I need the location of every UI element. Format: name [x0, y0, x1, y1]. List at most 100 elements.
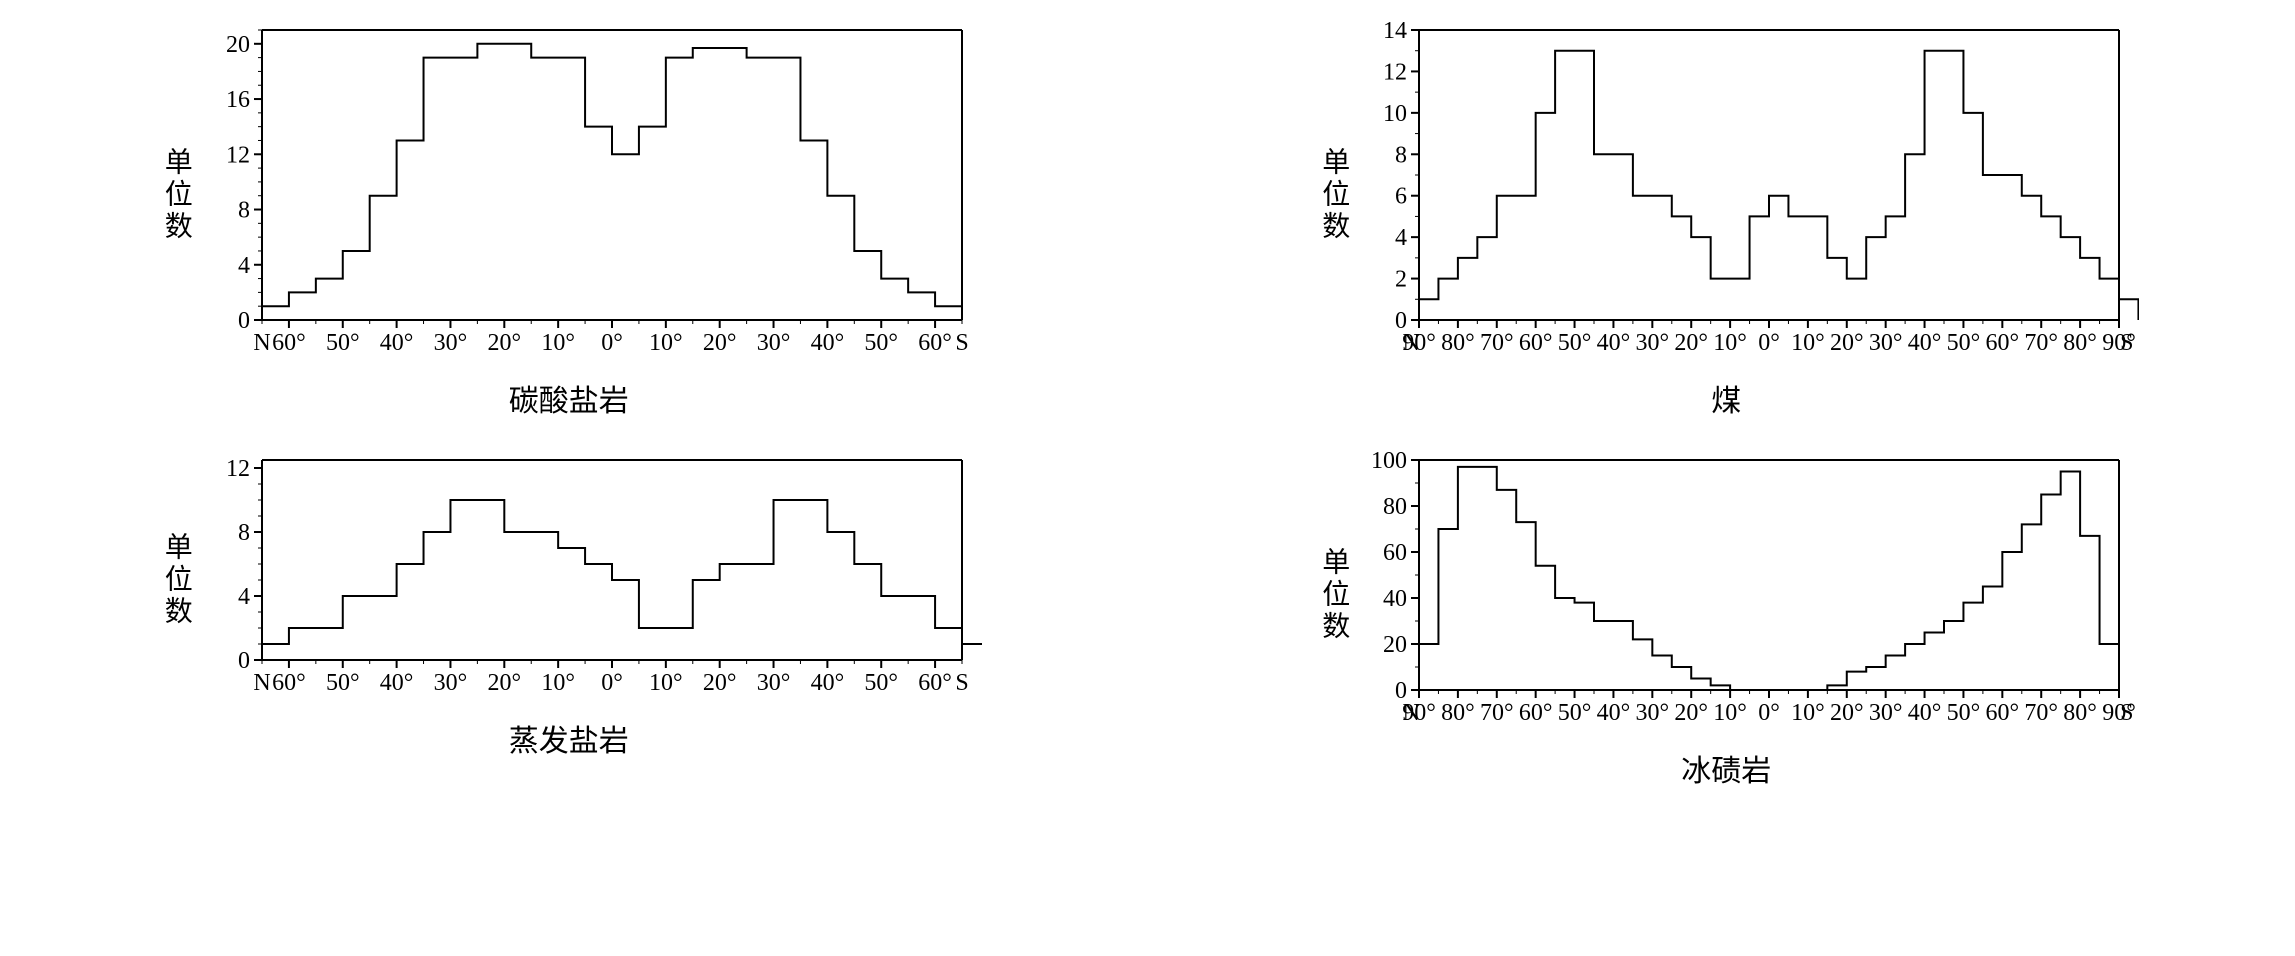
svg-text:80°: 80°	[1441, 700, 1475, 726]
svg-text:30°: 30°	[433, 670, 467, 696]
svg-text:2: 2	[1395, 267, 1407, 293]
svg-text:30°: 30°	[1636, 330, 1670, 356]
chart-title: 碳酸盐岩	[509, 376, 629, 420]
svg-text:30°: 30°	[1636, 700, 1670, 726]
svg-text:10°: 10°	[1714, 700, 1748, 726]
svg-text:60°: 60°	[1986, 700, 2020, 726]
svg-text:10°: 10°	[1791, 330, 1825, 356]
chart-area: 单位数 02468101214N90°80°70°60°50°40°30°20°…	[1313, 20, 2139, 370]
svg-text:70°: 70°	[1480, 700, 1514, 726]
svg-text:S: S	[2120, 330, 2133, 356]
svg-text:50°: 50°	[1558, 700, 1592, 726]
svg-text:10°: 10°	[1714, 330, 1748, 356]
svg-text:12: 12	[1383, 59, 1407, 85]
chart-area: 单位数 020406080100N90°80°70°60°50°40°30°20…	[1313, 450, 2139, 740]
chart-title: 冰碛岩	[1681, 746, 1771, 790]
y-axis-label: 单位数	[1313, 547, 1353, 643]
svg-text:50°: 50°	[326, 670, 360, 696]
chart-title: 煤	[1711, 376, 1741, 420]
svg-text:70°: 70°	[1480, 330, 1514, 356]
svg-text:20°: 20°	[1830, 330, 1864, 356]
svg-text:50°: 50°	[1558, 330, 1592, 356]
svg-text:60°: 60°	[272, 330, 306, 356]
svg-text:80: 80	[1383, 494, 1407, 520]
chart-area: 单位数 048121620N60°50°40°30°20°10°0°10°20°…	[156, 20, 982, 370]
svg-text:0°: 0°	[1758, 330, 1780, 356]
plot-evaporite: 04812N60°50°40°30°20°10°0°10°20°30°40°50…	[202, 450, 982, 710]
svg-text:20°: 20°	[1675, 700, 1709, 726]
plot-carbonate: 048121620N60°50°40°30°20°10°0°10°20°30°4…	[202, 20, 982, 370]
svg-text:20°: 20°	[1675, 330, 1709, 356]
svg-text:30°: 30°	[756, 330, 790, 356]
svg-text:40°: 40°	[1597, 330, 1631, 356]
svg-text:20°: 20°	[703, 330, 737, 356]
y-axis-label: 单位数	[1313, 147, 1353, 243]
svg-text:70°: 70°	[2025, 330, 2059, 356]
svg-text:70°: 70°	[2025, 700, 2059, 726]
svg-text:S: S	[955, 670, 968, 696]
svg-text:4: 4	[238, 253, 250, 279]
svg-text:S: S	[955, 330, 968, 356]
y-axis-label: 单位数	[156, 147, 196, 243]
chart-evaporite: 单位数 04812N60°50°40°30°20°10°0°10°20°30°4…	[20, 450, 1118, 790]
svg-text:50°: 50°	[1947, 700, 1981, 726]
svg-text:10°: 10°	[541, 670, 575, 696]
svg-text:40°: 40°	[1908, 700, 1942, 726]
svg-text:90°: 90°	[1402, 330, 1436, 356]
svg-text:60°: 60°	[918, 330, 952, 356]
svg-text:14: 14	[1383, 20, 1407, 44]
svg-text:100: 100	[1371, 450, 1407, 474]
svg-text:N: N	[253, 670, 270, 696]
svg-text:12: 12	[226, 456, 250, 482]
svg-text:10: 10	[1383, 101, 1407, 127]
svg-text:40°: 40°	[380, 670, 414, 696]
svg-text:N: N	[253, 330, 270, 356]
svg-text:80°: 80°	[2064, 330, 2098, 356]
svg-text:30°: 30°	[1869, 330, 1903, 356]
svg-text:4: 4	[1395, 225, 1407, 251]
svg-text:80°: 80°	[1441, 330, 1475, 356]
svg-text:6: 6	[1395, 184, 1407, 210]
svg-text:0: 0	[238, 308, 250, 334]
svg-text:0: 0	[238, 648, 250, 674]
svg-text:40°: 40°	[1908, 330, 1942, 356]
plot-tillite: 020406080100N90°80°70°60°50°40°30°20°10°…	[1359, 450, 2139, 740]
svg-text:20: 20	[1383, 632, 1407, 658]
svg-text:20°: 20°	[703, 670, 737, 696]
svg-text:4: 4	[238, 584, 250, 610]
svg-text:20°: 20°	[1830, 700, 1864, 726]
chart-area: 单位数 04812N60°50°40°30°20°10°0°10°20°30°4…	[156, 450, 982, 710]
svg-text:20°: 20°	[487, 330, 521, 356]
svg-text:40°: 40°	[810, 330, 844, 356]
svg-text:80°: 80°	[2064, 700, 2098, 726]
svg-text:0°: 0°	[601, 330, 623, 356]
svg-text:0°: 0°	[601, 670, 623, 696]
svg-text:10°: 10°	[649, 670, 683, 696]
svg-text:S: S	[2120, 700, 2133, 726]
svg-text:40°: 40°	[1597, 700, 1631, 726]
plot-coal: 02468101214N90°80°70°60°50°40°30°20°10°0…	[1359, 20, 2139, 370]
svg-text:16: 16	[226, 87, 250, 113]
chart-carbonate: 单位数 048121620N60°50°40°30°20°10°0°10°20°…	[20, 20, 1118, 420]
svg-text:40°: 40°	[810, 670, 844, 696]
svg-text:60°: 60°	[272, 670, 306, 696]
svg-text:60: 60	[1383, 540, 1407, 566]
svg-text:60°: 60°	[918, 670, 952, 696]
svg-text:8: 8	[1395, 142, 1407, 168]
svg-text:10°: 10°	[541, 330, 575, 356]
svg-text:40°: 40°	[380, 330, 414, 356]
chart-coal: 单位数 02468101214N90°80°70°60°50°40°30°20°…	[1178, 20, 2276, 420]
svg-text:8: 8	[238, 520, 250, 546]
svg-text:30°: 30°	[1869, 700, 1903, 726]
y-axis-label: 单位数	[156, 532, 196, 628]
svg-text:50°: 50°	[864, 330, 898, 356]
svg-text:20°: 20°	[487, 670, 521, 696]
svg-text:10°: 10°	[1791, 700, 1825, 726]
svg-text:60°: 60°	[1519, 330, 1553, 356]
svg-text:12: 12	[226, 142, 250, 168]
svg-text:50°: 50°	[864, 670, 898, 696]
chart-title: 蒸发盐岩	[509, 716, 629, 760]
svg-text:60°: 60°	[1986, 330, 2020, 356]
svg-text:50°: 50°	[1947, 330, 1981, 356]
svg-text:10°: 10°	[649, 330, 683, 356]
